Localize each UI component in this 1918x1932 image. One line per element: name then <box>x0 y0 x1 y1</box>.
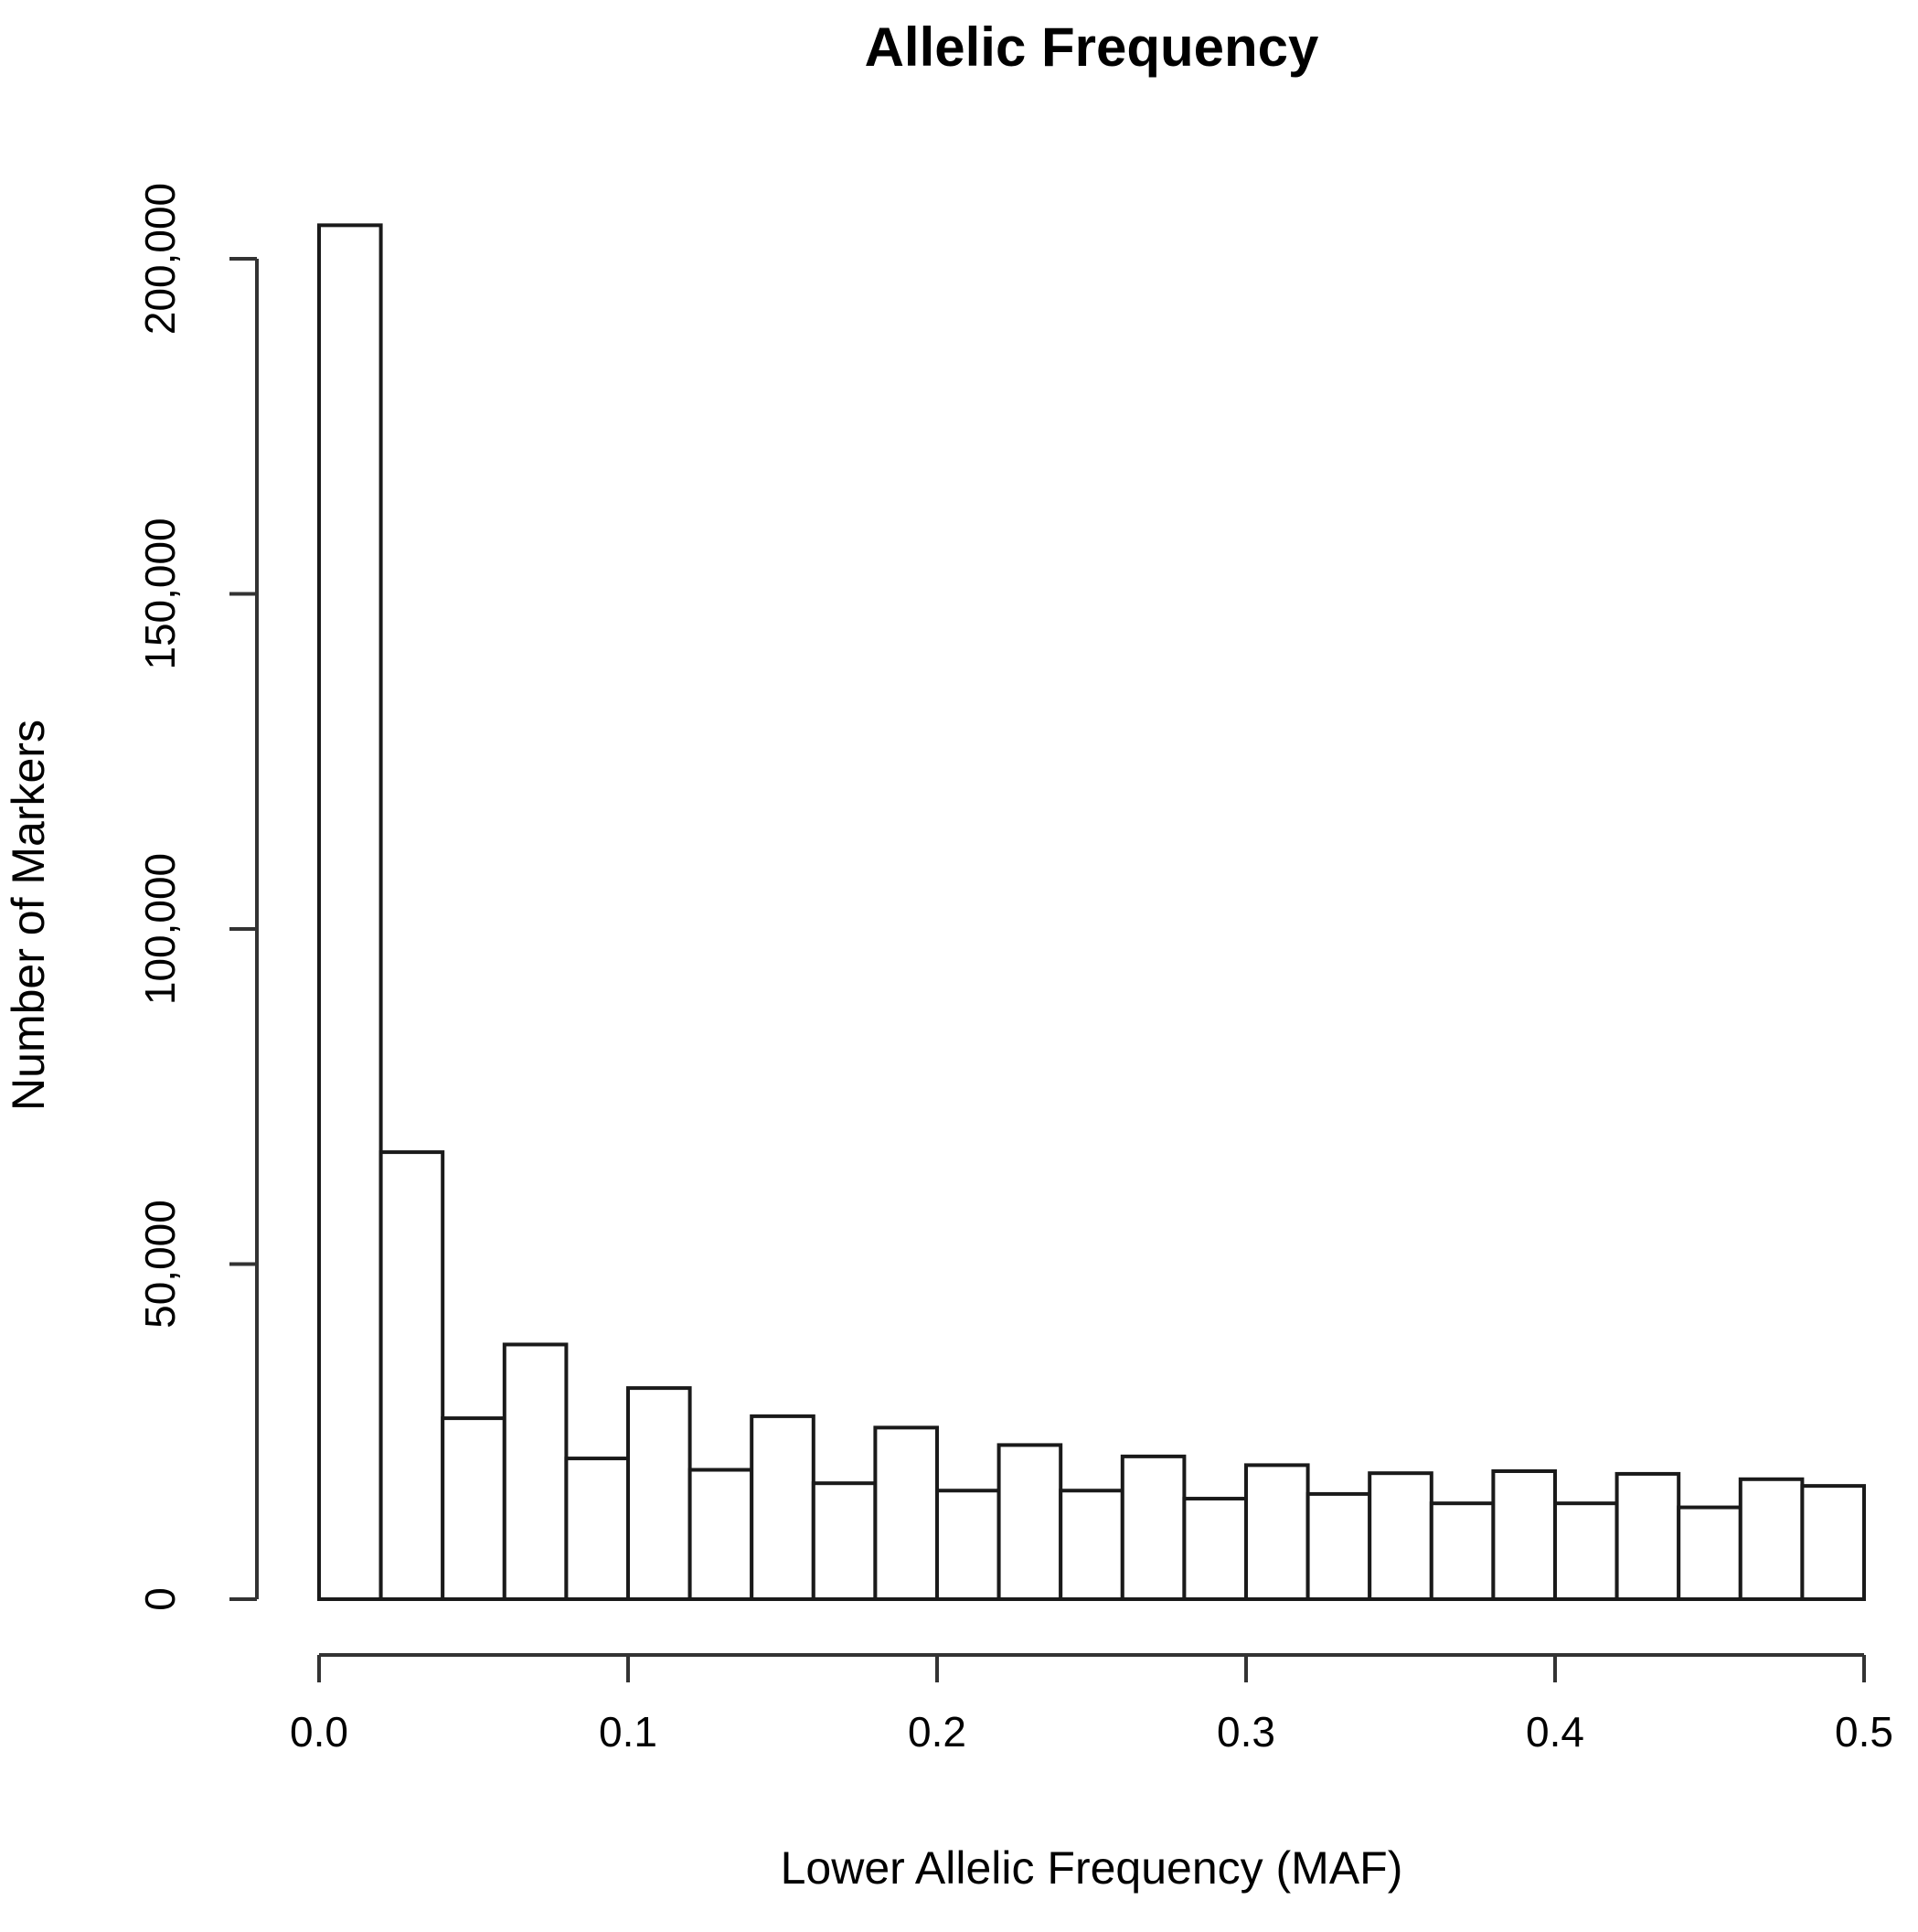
histogram-bar-5 <box>626 1386 692 1601</box>
histogram-bar-16 <box>1305 1491 1372 1601</box>
histogram-bar-4 <box>564 1457 631 1601</box>
histogram-bar-1 <box>378 1150 445 1601</box>
histogram-bar-19 <box>1491 1468 1558 1601</box>
x-tick-label-3: 0.3 <box>1217 1708 1275 1756</box>
histogram-bar-2 <box>441 1416 506 1601</box>
x-axis: 0.0 0.1 0.2 0.3 0.4 0.5 <box>290 1653 1893 1756</box>
histogram-bar-12 <box>1059 1489 1124 1602</box>
y-tick-label-4: 200,000 <box>136 183 184 335</box>
x-tick-label-0: 0.0 <box>290 1708 348 1756</box>
histogram-bar-8 <box>811 1481 878 1602</box>
y-axis: 0 50,000 100,000 150,000 200,000 <box>136 183 259 1611</box>
histogram-bar-21 <box>1614 1471 1681 1601</box>
histogram-bar-10 <box>935 1489 1001 1602</box>
x-tick-label-1: 0.1 <box>599 1708 657 1756</box>
histogram-bar-22 <box>1677 1505 1742 1601</box>
x-tick-label-4: 0.4 <box>1526 1708 1584 1756</box>
histogram-bar-3 <box>502 1342 569 1601</box>
histogram-bar-11 <box>996 1443 1063 1602</box>
x-tick-label-5: 0.5 <box>1835 1708 1893 1756</box>
histogram-bar-18 <box>1429 1501 1496 1602</box>
y-tick-label-1: 50,000 <box>136 1200 184 1329</box>
histogram-bar-23 <box>1738 1477 1805 1601</box>
histogram-bars <box>317 223 1867 1602</box>
y-tick-label-0: 0 <box>136 1587 184 1611</box>
histogram-bar-15 <box>1244 1463 1310 1602</box>
histogram-bar-9 <box>873 1425 940 1602</box>
y-axis-label: Number of Markers <box>3 720 54 1111</box>
histogram-bar-6 <box>687 1468 754 1601</box>
histogram-bar-7 <box>750 1414 815 1601</box>
y-tick-label-2: 100,000 <box>136 853 184 1005</box>
x-tick-label-2: 0.2 <box>908 1708 966 1756</box>
histogram-bar-24 <box>1800 1484 1867 1602</box>
chart-title: Allelic Frequency <box>865 16 1319 78</box>
histogram-bar-20 <box>1553 1501 1619 1602</box>
histogram-bar-13 <box>1120 1454 1187 1601</box>
histogram-bar-0 <box>317 223 383 1602</box>
x-axis-label: Lower Allelic Frequency (MAF) <box>781 1842 1403 1894</box>
histogram-bar-17 <box>1368 1471 1433 1602</box>
histogram-bar-14 <box>1182 1497 1249 1602</box>
y-tick-label-3: 150,000 <box>136 518 184 669</box>
